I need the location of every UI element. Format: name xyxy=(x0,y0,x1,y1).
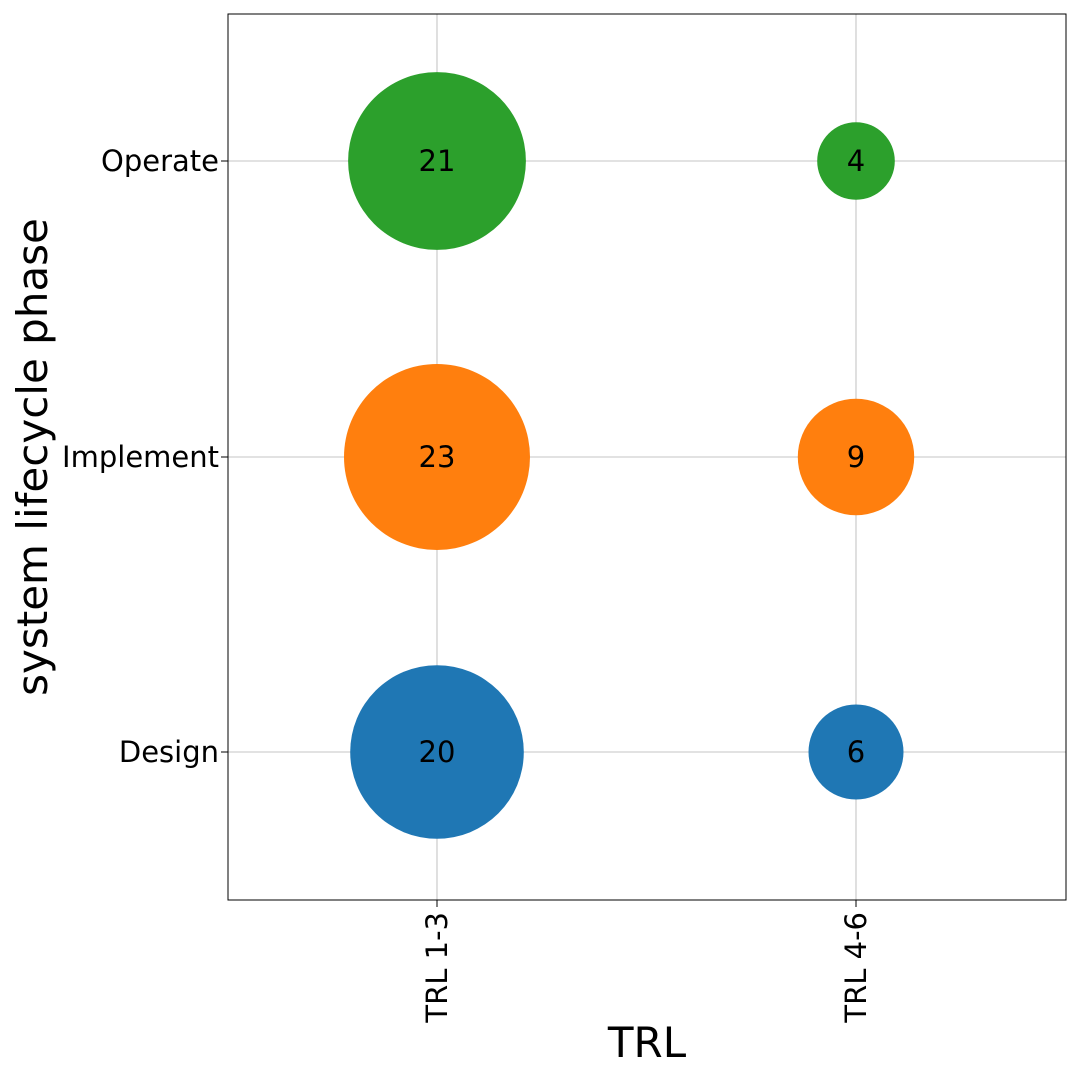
bubble-value-label: 21 xyxy=(419,144,456,178)
y-tick-label: Design xyxy=(119,735,219,769)
bubble-value-label: 4 xyxy=(847,144,865,178)
bubble-operate-trl-4-6 xyxy=(817,122,895,200)
bubbles: 20 6 23 9 21 4 xyxy=(344,72,915,839)
ticks: TRL 1-3 TRL 4-6 Design Implement Operate xyxy=(62,144,873,1024)
y-tick-label: Operate xyxy=(101,144,219,178)
bubble-value-label: 20 xyxy=(419,735,456,769)
y-axis-title: system lifecycle phase xyxy=(8,218,57,696)
x-tick-label: TRL 1-3 xyxy=(420,912,454,1024)
bubble-design-trl-4-6 xyxy=(808,704,904,800)
x-tick-label: TRL 4-6 xyxy=(839,912,873,1024)
bubble-implement-trl-1-3 xyxy=(344,364,530,550)
bubble-operate-trl-1-3 xyxy=(348,72,526,250)
y-tick-label: Implement xyxy=(62,440,219,474)
bubble-design-trl-1-3 xyxy=(350,665,524,839)
bubble-value-label: 6 xyxy=(847,735,865,769)
x-axis-title: TRL xyxy=(607,1018,687,1067)
bubble-implement-trl-4-6 xyxy=(797,398,915,516)
bubble-value-label: 9 xyxy=(847,440,865,474)
bubble-value-label: 23 xyxy=(419,440,456,474)
